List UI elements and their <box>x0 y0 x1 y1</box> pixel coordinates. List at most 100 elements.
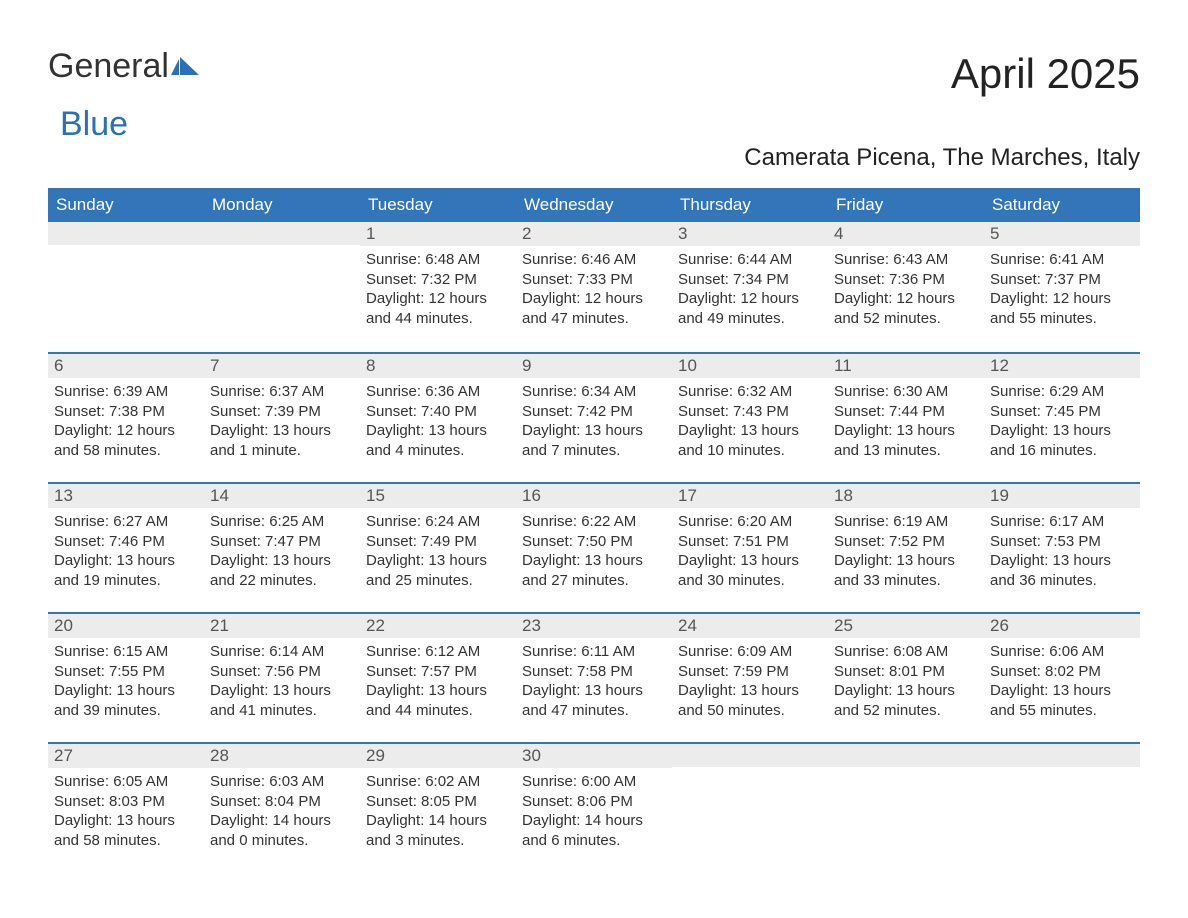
day-number: 28 <box>204 744 360 768</box>
daylight-text: Daylight: 13 hours and 55 minutes. <box>990 681 1134 720</box>
day-cell: 20Sunrise: 6:15 AMSunset: 7:55 PMDayligh… <box>48 614 204 742</box>
day-body: Sunrise: 6:14 AMSunset: 7:56 PMDaylight:… <box>204 638 360 736</box>
daylight-text: Daylight: 13 hours and 47 minutes. <box>522 681 666 720</box>
sunset-text: Sunset: 7:44 PM <box>834 402 978 422</box>
day-number: 16 <box>516 484 672 508</box>
day-body: Sunrise: 6:44 AMSunset: 7:34 PMDaylight:… <box>672 246 828 344</box>
day-cell: 10Sunrise: 6:32 AMSunset: 7:43 PMDayligh… <box>672 354 828 482</box>
sunset-text: Sunset: 7:38 PM <box>54 402 198 422</box>
daylight-text: Daylight: 13 hours and 4 minutes. <box>366 421 510 460</box>
daylight-text: Daylight: 13 hours and 25 minutes. <box>366 551 510 590</box>
sunset-text: Sunset: 7:43 PM <box>678 402 822 422</box>
day-cell: 16Sunrise: 6:22 AMSunset: 7:50 PMDayligh… <box>516 484 672 612</box>
week-row: 6Sunrise: 6:39 AMSunset: 7:38 PMDaylight… <box>48 352 1140 482</box>
day-number: 29 <box>360 744 516 768</box>
sunrise-text: Sunrise: 6:15 AM <box>54 642 198 662</box>
weekday-header: Wednesday <box>516 188 672 222</box>
day-number: 7 <box>204 354 360 378</box>
day-cell: 1Sunrise: 6:48 AMSunset: 7:32 PMDaylight… <box>360 222 516 352</box>
daylight-text: Daylight: 12 hours and 55 minutes. <box>990 289 1134 328</box>
calendar: Sunday Monday Tuesday Wednesday Thursday… <box>48 188 1140 872</box>
day-body: Sunrise: 6:22 AMSunset: 7:50 PMDaylight:… <box>516 508 672 606</box>
day-cell: 8Sunrise: 6:36 AMSunset: 7:40 PMDaylight… <box>360 354 516 482</box>
day-body: Sunrise: 6:17 AMSunset: 7:53 PMDaylight:… <box>984 508 1140 606</box>
day-cell: 15Sunrise: 6:24 AMSunset: 7:49 PMDayligh… <box>360 484 516 612</box>
weekday-header: Saturday <box>984 188 1140 222</box>
day-body: Sunrise: 6:46 AMSunset: 7:33 PMDaylight:… <box>516 246 672 344</box>
logo-flag-icon <box>171 57 199 80</box>
day-cell: 23Sunrise: 6:11 AMSunset: 7:58 PMDayligh… <box>516 614 672 742</box>
logo-word-blue: Blue <box>60 105 128 143</box>
day-number <box>828 744 984 767</box>
daylight-text: Daylight: 13 hours and 39 minutes. <box>54 681 198 720</box>
daylight-text: Daylight: 14 hours and 0 minutes. <box>210 811 354 850</box>
sunrise-text: Sunrise: 6:34 AM <box>522 382 666 402</box>
day-body: Sunrise: 6:36 AMSunset: 7:40 PMDaylight:… <box>360 378 516 476</box>
week-row: 1Sunrise: 6:48 AMSunset: 7:32 PMDaylight… <box>48 222 1140 352</box>
weekday-header: Thursday <box>672 188 828 222</box>
sunrise-text: Sunrise: 6:48 AM <box>366 250 510 270</box>
sunset-text: Sunset: 7:50 PM <box>522 532 666 552</box>
sunrise-text: Sunrise: 6:03 AM <box>210 772 354 792</box>
day-body: Sunrise: 6:37 AMSunset: 7:39 PMDaylight:… <box>204 378 360 476</box>
day-cell <box>828 744 984 872</box>
header: General Blue April 2025 <box>48 50 1140 140</box>
day-number: 20 <box>48 614 204 638</box>
day-body: Sunrise: 6:39 AMSunset: 7:38 PMDaylight:… <box>48 378 204 476</box>
sunset-text: Sunset: 7:59 PM <box>678 662 822 682</box>
day-body: Sunrise: 6:19 AMSunset: 7:52 PMDaylight:… <box>828 508 984 606</box>
day-number: 6 <box>48 354 204 378</box>
week-row: 13Sunrise: 6:27 AMSunset: 7:46 PMDayligh… <box>48 482 1140 612</box>
day-cell <box>672 744 828 872</box>
daylight-text: Daylight: 14 hours and 6 minutes. <box>522 811 666 850</box>
day-cell: 29Sunrise: 6:02 AMSunset: 8:05 PMDayligh… <box>360 744 516 872</box>
day-number: 10 <box>672 354 828 378</box>
day-body <box>48 245 204 265</box>
daylight-text: Daylight: 12 hours and 58 minutes. <box>54 421 198 460</box>
day-number: 3 <box>672 222 828 246</box>
weekday-header-row: Sunday Monday Tuesday Wednesday Thursday… <box>48 188 1140 222</box>
sunrise-text: Sunrise: 6:09 AM <box>678 642 822 662</box>
sunrise-text: Sunrise: 6:30 AM <box>834 382 978 402</box>
day-body: Sunrise: 6:34 AMSunset: 7:42 PMDaylight:… <box>516 378 672 476</box>
logo-word-general: General <box>48 47 169 85</box>
day-cell: 26Sunrise: 6:06 AMSunset: 8:02 PMDayligh… <box>984 614 1140 742</box>
daylight-text: Daylight: 13 hours and 41 minutes. <box>210 681 354 720</box>
daylight-text: Daylight: 13 hours and 19 minutes. <box>54 551 198 590</box>
sunrise-text: Sunrise: 6:24 AM <box>366 512 510 532</box>
daylight-text: Daylight: 13 hours and 22 minutes. <box>210 551 354 590</box>
day-body <box>672 767 828 787</box>
day-number <box>984 744 1140 767</box>
day-body: Sunrise: 6:03 AMSunset: 8:04 PMDaylight:… <box>204 768 360 866</box>
day-cell: 14Sunrise: 6:25 AMSunset: 7:47 PMDayligh… <box>204 484 360 612</box>
day-body: Sunrise: 6:29 AMSunset: 7:45 PMDaylight:… <box>984 378 1140 476</box>
sunset-text: Sunset: 7:40 PM <box>366 402 510 422</box>
day-number: 24 <box>672 614 828 638</box>
daylight-text: Daylight: 13 hours and 30 minutes. <box>678 551 822 590</box>
day-number: 8 <box>360 354 516 378</box>
sunrise-text: Sunrise: 6:20 AM <box>678 512 822 532</box>
day-body: Sunrise: 6:48 AMSunset: 7:32 PMDaylight:… <box>360 246 516 344</box>
day-number <box>204 222 360 245</box>
day-number: 25 <box>828 614 984 638</box>
day-number: 19 <box>984 484 1140 508</box>
day-cell: 18Sunrise: 6:19 AMSunset: 7:52 PMDayligh… <box>828 484 984 612</box>
sunrise-text: Sunrise: 6:12 AM <box>366 642 510 662</box>
day-body: Sunrise: 6:11 AMSunset: 7:58 PMDaylight:… <box>516 638 672 736</box>
daylight-text: Daylight: 12 hours and 44 minutes. <box>366 289 510 328</box>
weekday-header: Sunday <box>48 188 204 222</box>
day-cell: 3Sunrise: 6:44 AMSunset: 7:34 PMDaylight… <box>672 222 828 352</box>
day-cell <box>204 222 360 352</box>
sunset-text: Sunset: 7:51 PM <box>678 532 822 552</box>
day-number <box>672 744 828 767</box>
weekday-header: Monday <box>204 188 360 222</box>
sunset-text: Sunset: 7:58 PM <box>522 662 666 682</box>
sunrise-text: Sunrise: 6:27 AM <box>54 512 198 532</box>
sunrise-text: Sunrise: 6:46 AM <box>522 250 666 270</box>
daylight-text: Daylight: 13 hours and 16 minutes. <box>990 421 1134 460</box>
sunrise-text: Sunrise: 6:14 AM <box>210 642 354 662</box>
day-cell: 25Sunrise: 6:08 AMSunset: 8:01 PMDayligh… <box>828 614 984 742</box>
day-cell: 2Sunrise: 6:46 AMSunset: 7:33 PMDaylight… <box>516 222 672 352</box>
day-body <box>204 245 360 265</box>
logo: General Blue <box>48 50 199 140</box>
